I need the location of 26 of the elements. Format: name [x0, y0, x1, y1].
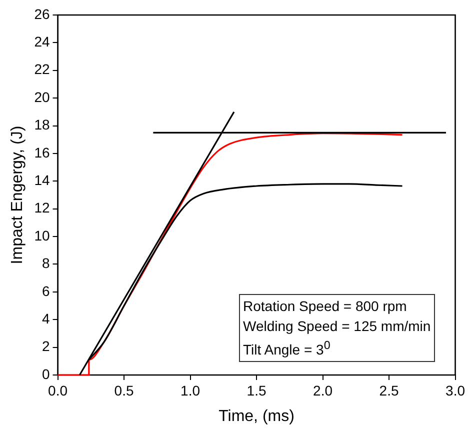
y-tick-label: 6 — [42, 282, 50, 299]
y-tick-label: 20 — [34, 88, 50, 105]
y-tick-label: 2 — [42, 338, 50, 354]
y-tick-label: 10 — [34, 227, 50, 244]
x-tick-label: 2.0 — [313, 382, 333, 398]
x-tick-label: 1.5 — [246, 382, 266, 398]
y-tick-label: 0 — [42, 366, 50, 382]
y-tick-label: 12 — [34, 200, 50, 216]
x-tick-label: 3.0 — [446, 382, 466, 398]
y-tick-label: 8 — [42, 255, 50, 272]
y-tick-label: 22 — [34, 61, 50, 78]
x-tick-label: 0.5 — [114, 382, 134, 398]
x-tick-label: 2.5 — [379, 382, 399, 398]
x-tick-label: 1.0 — [180, 382, 200, 398]
y-tick-label: 4 — [42, 310, 50, 326]
annotation: Rotation Speed = 800 rpm — [243, 297, 408, 316]
x-axis-title: Time, (ms) — [218, 408, 294, 425]
y-tick-label: 24 — [34, 34, 50, 50]
y-tick-label: 14 — [34, 172, 50, 188]
y-tick-label: 16 — [34, 144, 50, 160]
annotation: Welding Speed = 125 mm/min — [243, 317, 431, 336]
annotation: Tilt Angle = 3$^{0}$ — [243, 338, 332, 360]
x-tick-label: 0.0 — [48, 382, 68, 398]
y-axis-title: Impact Engergy, (J) — [9, 126, 26, 264]
y-tick-label: 26 — [34, 6, 50, 22]
y-tick-label: 18 — [34, 116, 50, 133]
